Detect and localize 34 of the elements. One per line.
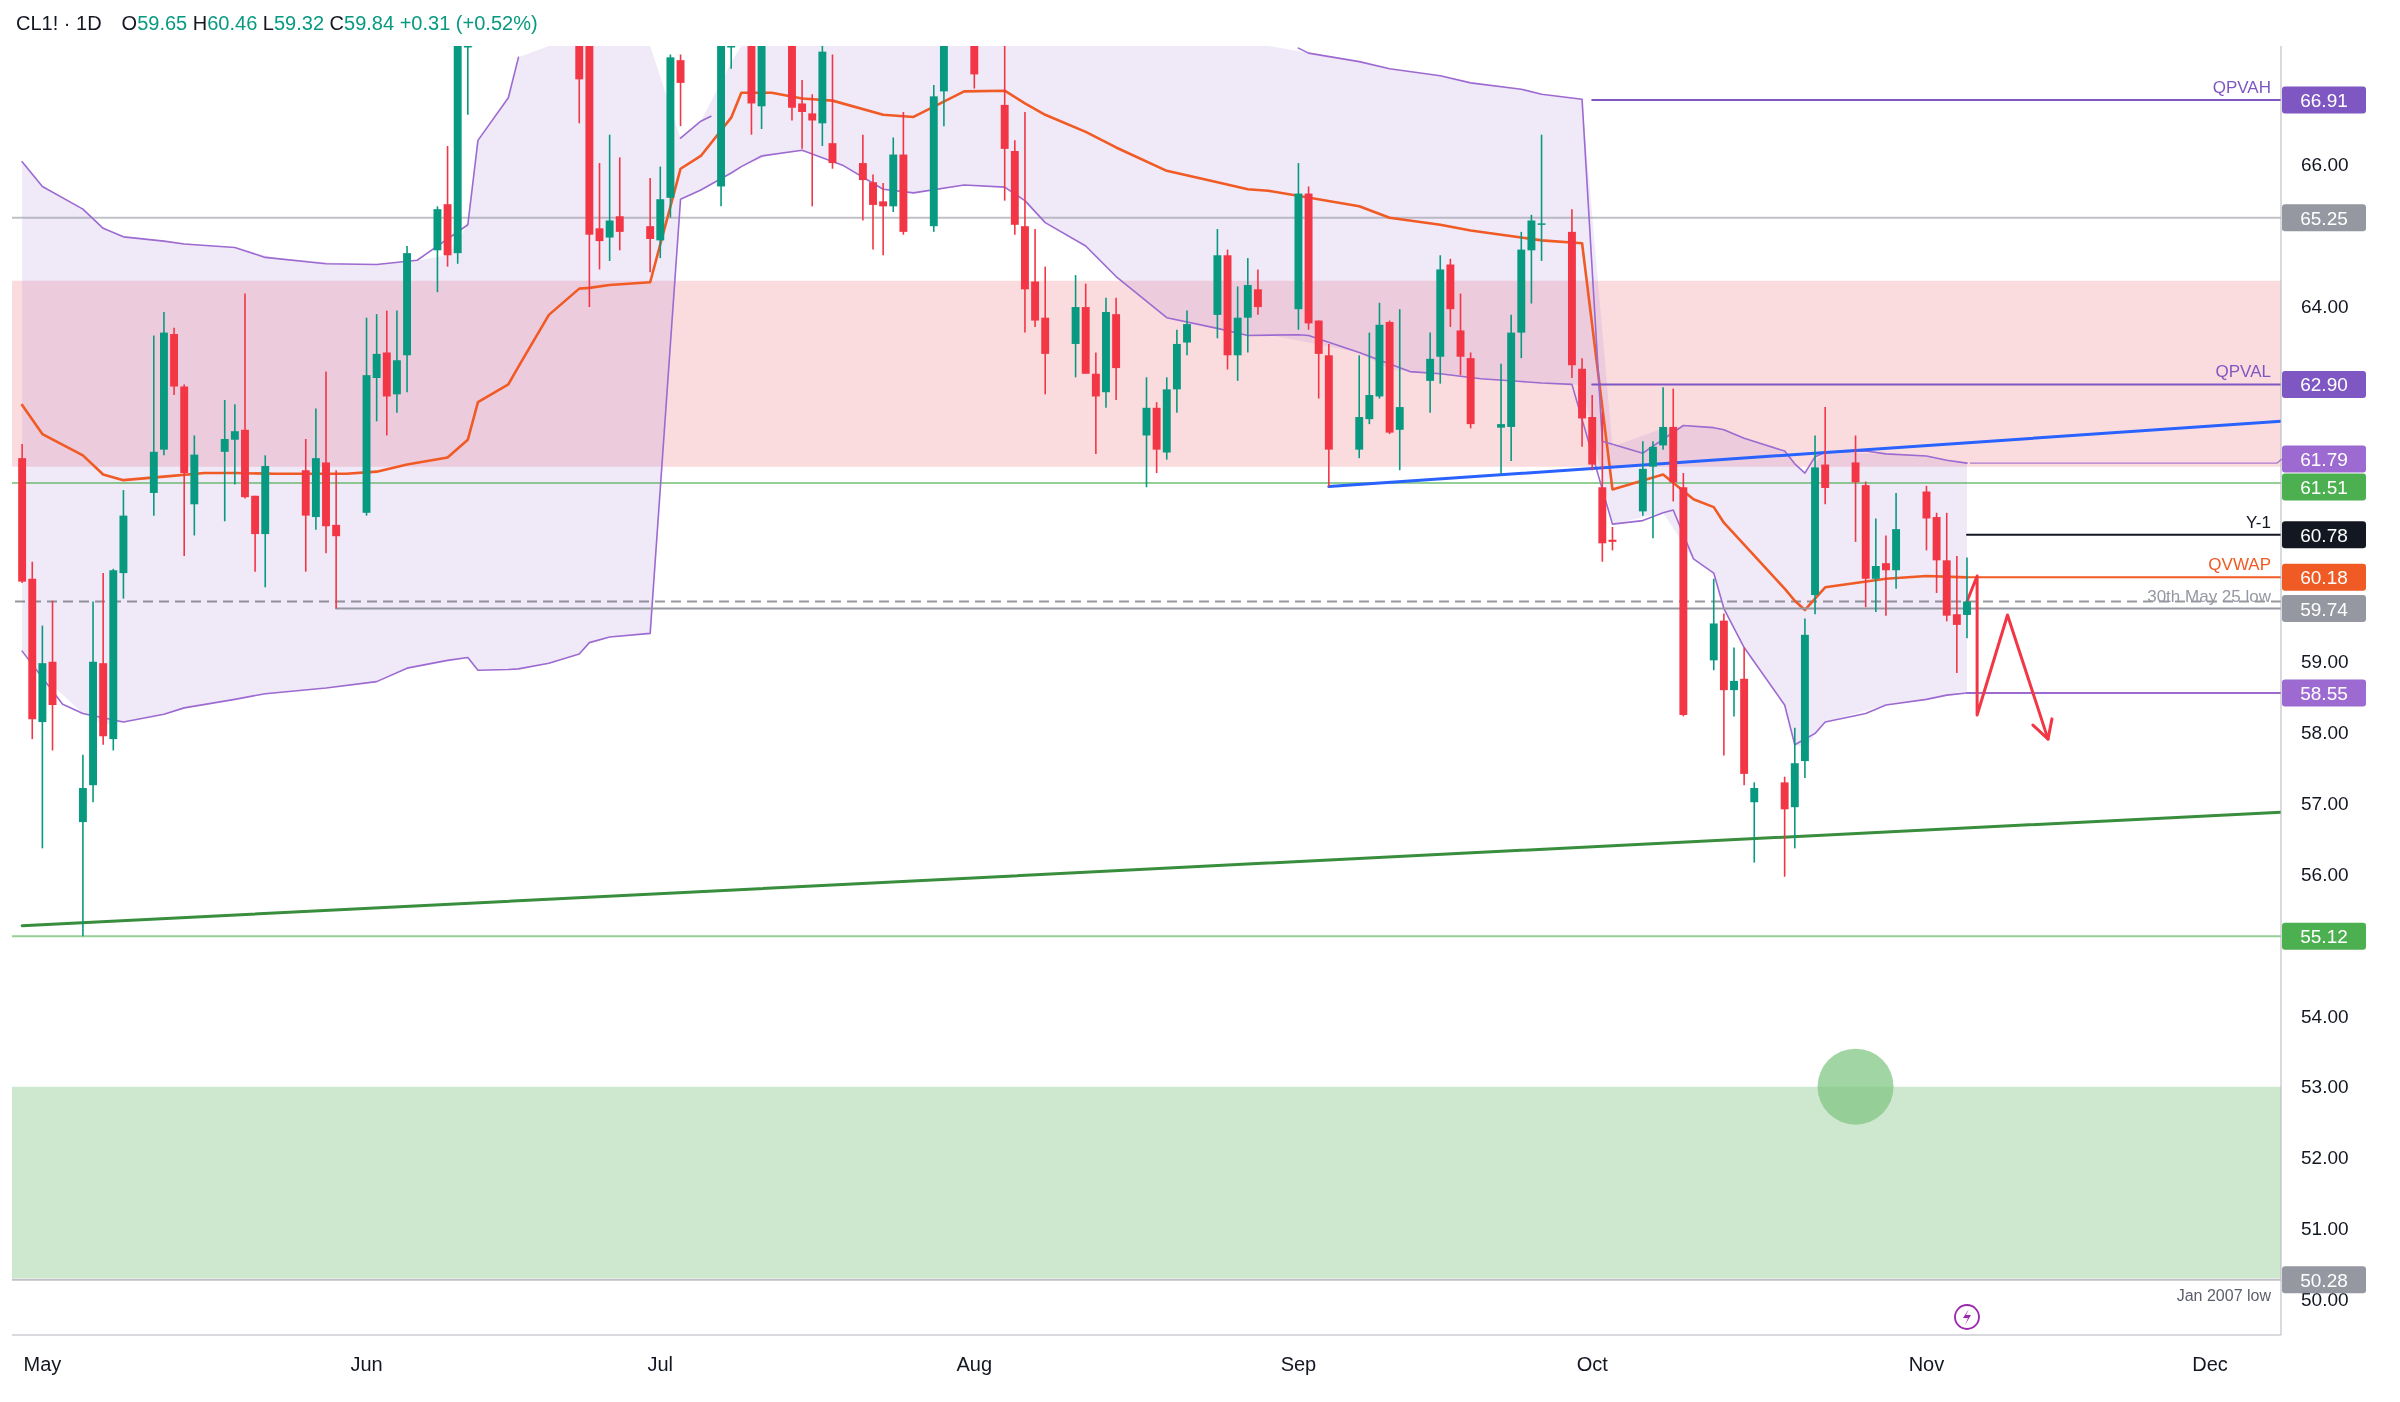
chart-title: CL1! · 1D [16,12,102,35]
x-tick-label: Dec [2192,1353,2228,1376]
x-tick-label: Aug [956,1353,993,1376]
x-tick-label: Nov [1908,1353,1945,1376]
ref-line-label: 65.25 [2300,207,2348,229]
ref-line-label: 50.28 [2300,1269,2348,1291]
y-tick-label: 66.00 [2301,154,2349,176]
data-label: 61.79 [2300,449,2348,471]
ref-line-label: 61.51 [2300,477,2348,499]
y-tick-label: 53.00 [2301,1076,2349,1098]
data-label: 66.91 [2300,89,2348,111]
data-label: 60.18 [2300,567,2348,589]
data-label: 58.55 [2300,682,2348,704]
y-tick-label: 56.00 [2301,863,2349,885]
text: O59.65 H60.46 L59.32 C59.84 +0.31 (+0.52%) [121,12,538,34]
x-tick-label: Oct [1576,1353,1609,1376]
y-tick-label: 57.00 [2301,792,2349,814]
x-tick-label: Sep [1280,1353,1317,1376]
annotation: Jan 2007 low [2176,1286,2272,1304]
y-tick-label: 50.00 [2301,1289,2349,1311]
data-label: 62.90 [2300,374,2348,396]
ref-line-label: 55.12 [2300,926,2348,948]
y-tick-label: 58.00 [2301,721,2349,743]
y-tick-label: 52.00 [2301,1147,2349,1169]
y-tick-label: 59.00 [2301,650,2349,672]
x-tick-label: Jul [647,1353,674,1376]
y-tick-label: 51.00 [2301,1218,2349,1240]
y-tick-label: 64.00 [2301,296,2349,318]
series-label: QPVAH [2212,77,2271,97]
x-tick-label: Jun [350,1353,383,1376]
data-label: 60.78 [2300,524,2348,546]
data-label: 59.74 [2300,598,2349,620]
y-tick-label: 54.00 [2301,1005,2349,1027]
x-tick-label: May [23,1353,62,1376]
